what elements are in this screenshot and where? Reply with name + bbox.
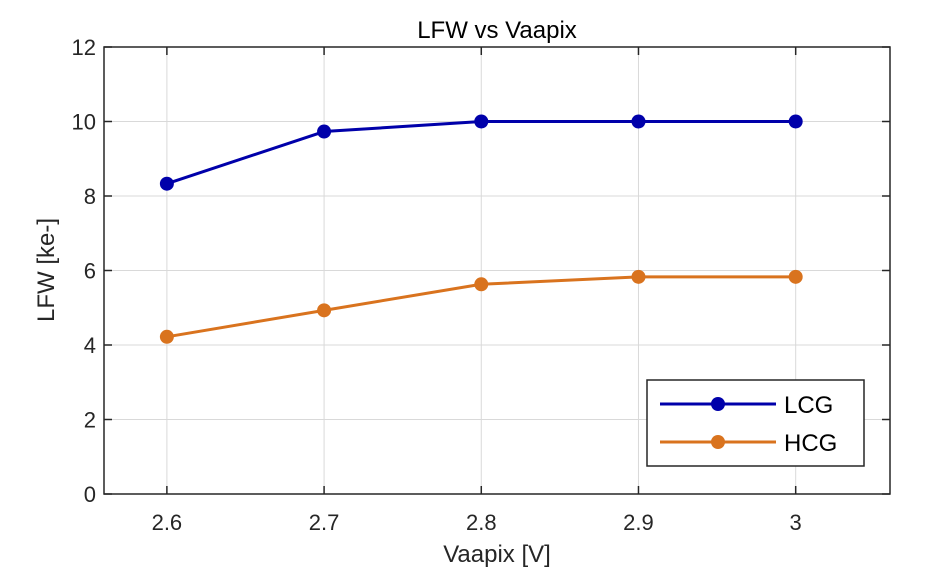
legend-marker-lcg — [711, 397, 725, 411]
data-point-hcg — [631, 269, 646, 284]
legend-marker-hcg — [711, 435, 725, 449]
legend: LCG HCG — [646, 379, 865, 467]
y-tick-label: 12 — [72, 35, 96, 60]
x-tick-label: 2.6 — [152, 510, 183, 535]
legend-label-hcg: HCG — [784, 430, 837, 457]
legend-box — [646, 379, 865, 467]
x-tick-label: 2.9 — [623, 510, 654, 535]
y-tick-label: 4 — [84, 333, 96, 358]
data-point-lcg — [317, 124, 332, 139]
data-point-lcg — [631, 114, 646, 129]
data-point-lcg — [788, 114, 803, 129]
y-tick-label: 8 — [84, 184, 96, 209]
y-ticks: 0 2 4 6 8 10 12 — [72, 35, 890, 507]
data-point-hcg — [474, 277, 489, 292]
data-point-hcg — [159, 329, 174, 344]
y-tick-label: 6 — [84, 259, 96, 284]
data-point-lcg — [159, 176, 174, 191]
legend-label-lcg: LCG — [784, 392, 833, 419]
series-layer — [159, 114, 803, 344]
y-axis-title: LFW [ke-] — [33, 218, 60, 322]
x-tick-label: 2.8 — [466, 510, 497, 535]
chart-title: LFW vs Vaapix — [417, 17, 577, 44]
x-tick-label: 2.7 — [309, 510, 340, 535]
data-point-lcg — [474, 114, 489, 129]
x-tick-label: 3 — [790, 510, 802, 535]
y-tick-label: 2 — [84, 408, 96, 433]
y-tick-label: 10 — [72, 110, 96, 135]
y-tick-label: 0 — [84, 482, 96, 507]
data-point-hcg — [788, 269, 803, 284]
x-ticks: 2.6 2.7 2.8 2.9 3 — [152, 47, 802, 535]
x-axis-title: Vaapix [V] — [443, 541, 551, 568]
data-point-hcg — [317, 303, 332, 318]
